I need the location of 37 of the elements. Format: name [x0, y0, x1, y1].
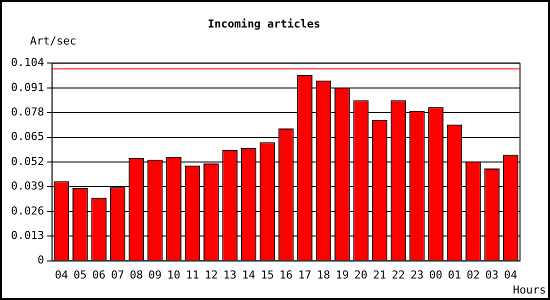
- x-tick-label: 01: [448, 268, 462, 282]
- y-tick-label: 0.039: [10, 180, 44, 193]
- x-tick-label: 07: [110, 268, 124, 282]
- x-tick-label: 21: [373, 268, 386, 282]
- x-tick-label: 17: [298, 268, 312, 282]
- x-tick-label: 12: [204, 268, 218, 282]
- chart-title: Incoming articles: [208, 17, 320, 30]
- x-tick-label: 04: [54, 268, 68, 282]
- x-tick-label: 04: [504, 268, 518, 282]
- x-tick-label: 20: [354, 268, 368, 282]
- y-tick-label: 0.052: [10, 154, 44, 168]
- x-tick-label: 15: [260, 268, 274, 282]
- x-tick-label: 00: [429, 268, 442, 282]
- x-tick-label: 22: [392, 268, 405, 282]
- x-tick-label: 19: [336, 268, 349, 282]
- x-tick-label: 05: [74, 268, 87, 282]
- x-axis-title: Hours: [512, 283, 546, 296]
- y-tick-label: 0.026: [10, 204, 44, 218]
- x-tick-label: 02: [466, 268, 480, 282]
- x-tick-label: 09: [148, 268, 162, 282]
- x-tick-label: 10: [167, 268, 180, 282]
- y-tick-label: 0.091: [10, 80, 44, 94]
- x-tick-label: 13: [223, 268, 237, 282]
- y-tick-label: 0.104: [10, 56, 44, 70]
- y-tick-label: 0.078: [10, 105, 44, 118]
- x-tick-label: 08: [130, 268, 143, 282]
- x-tick-label: 23: [410, 268, 424, 282]
- y-tick-label: 0.013: [10, 228, 44, 242]
- x-tick-label: 14: [242, 268, 256, 282]
- x-tick-label: 18: [316, 268, 330, 282]
- y-tick-label: 0.065: [10, 130, 44, 144]
- text: 0: [37, 254, 44, 267]
- x-tick-label: 11: [186, 268, 200, 282]
- x-tick-label: 03: [485, 268, 499, 282]
- x-tick-label: 16: [279, 268, 293, 282]
- y-axis-title: Art/sec: [30, 34, 76, 48]
- x-tick-label: 06: [92, 268, 106, 282]
